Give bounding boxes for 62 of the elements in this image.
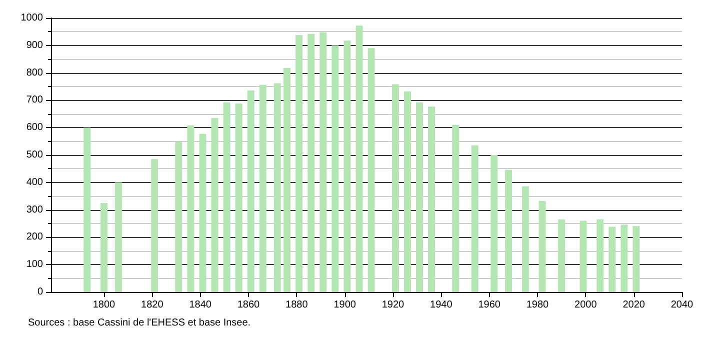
x-tick-label: 1960 xyxy=(478,300,501,310)
bar xyxy=(211,118,218,292)
y-tick-label: 400 xyxy=(26,176,44,188)
bar xyxy=(175,142,182,292)
bar xyxy=(259,84,266,292)
bar xyxy=(344,40,351,292)
bar xyxy=(274,83,281,292)
y-tick-label: 200 xyxy=(26,232,44,243)
y-tick-label: 300 xyxy=(26,204,44,216)
bar xyxy=(356,26,363,292)
y-tick-label: 100 xyxy=(26,259,44,270)
y-tick-label: 0 xyxy=(37,286,44,298)
x-tick-label: 1900 xyxy=(334,300,356,310)
y-tick-label: 700 xyxy=(26,94,44,106)
source-note: Sources : base Cassini de l'EHESS et base Insee. xyxy=(28,318,251,328)
bar xyxy=(332,45,339,292)
bar xyxy=(404,91,411,292)
y-tick-label: 800 xyxy=(26,67,44,78)
y-tick-label: 500 xyxy=(26,150,44,160)
bar xyxy=(392,84,399,292)
y-tick-label: 900 xyxy=(26,40,44,51)
bar xyxy=(608,226,616,292)
bar xyxy=(620,224,628,292)
bar xyxy=(522,186,529,292)
bar xyxy=(538,201,546,292)
x-tick-label: 2040 xyxy=(670,300,694,310)
bar xyxy=(416,102,423,292)
bar xyxy=(308,34,315,292)
bar xyxy=(320,32,327,292)
x-tick-label: 2020 xyxy=(622,300,646,310)
x-tick-label: 1860 xyxy=(237,300,260,310)
bar xyxy=(558,219,566,292)
x-tick-label: 2000 xyxy=(574,300,598,310)
bar xyxy=(490,155,498,292)
bar xyxy=(247,90,254,292)
bar xyxy=(114,182,122,292)
bar xyxy=(452,124,460,292)
x-tick-label: 1820 xyxy=(141,300,164,310)
bar xyxy=(199,134,206,292)
bar xyxy=(187,125,194,292)
bar xyxy=(471,145,478,292)
x-tick-label: 1980 xyxy=(526,300,550,310)
x-tick-label: 1880 xyxy=(286,300,308,310)
bar xyxy=(596,219,604,292)
x-tick-label: 1840 xyxy=(189,300,212,310)
bar xyxy=(505,170,512,292)
x-tick-label: 1920 xyxy=(382,300,405,310)
bar xyxy=(632,226,640,292)
bar xyxy=(580,220,587,292)
bar xyxy=(296,34,303,292)
bar xyxy=(428,106,436,292)
x-tick-label: 1800 xyxy=(92,300,116,310)
bar xyxy=(223,102,230,292)
bar xyxy=(368,48,375,292)
bar xyxy=(235,103,242,292)
y-tick-label: 1000 xyxy=(20,12,44,24)
x-tick-label: 1940 xyxy=(430,300,453,310)
y-tick-label: 600 xyxy=(26,122,44,134)
bar xyxy=(84,128,91,292)
bar xyxy=(151,159,158,292)
bar xyxy=(284,68,291,292)
bar xyxy=(100,202,108,292)
